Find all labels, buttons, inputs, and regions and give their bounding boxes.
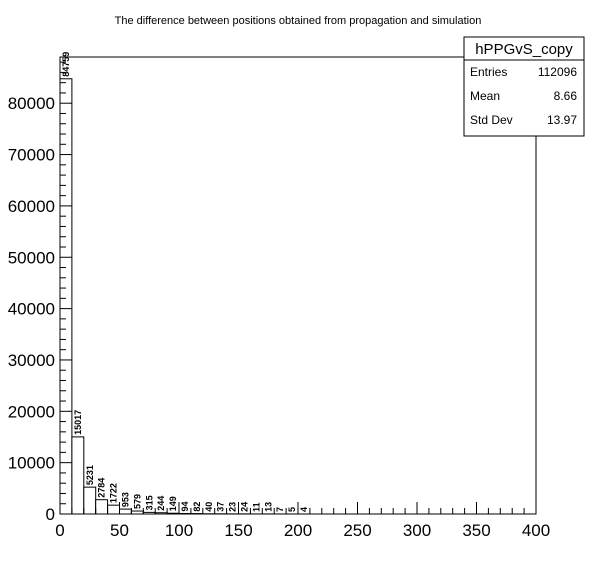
histogram-bar — [154, 512, 168, 515]
histogram-bar — [83, 486, 97, 515]
y-tick-label: 60000 — [8, 197, 55, 216]
histogram-bar — [130, 510, 144, 515]
x-tick-label: 250 — [343, 521, 371, 540]
stats-box-title: hPPGvS_copy — [475, 41, 573, 58]
x-tick-label: 50 — [110, 521, 129, 540]
x-tick-label: 300 — [403, 521, 431, 540]
bar-value-label: 82 — [192, 502, 202, 512]
bar-value-label: 23 — [228, 502, 238, 512]
histogram-bar — [107, 504, 120, 515]
stats-row-value: 112096 — [538, 65, 577, 79]
bar-value-label: 953 — [120, 492, 130, 507]
bar-value-label: 4 — [299, 507, 309, 512]
histogram-bar — [119, 508, 132, 515]
stats-box: hPPGvS_copy Entries 112096 Mean 8.66 Std Dev… — [463, 36, 585, 137]
bar-value-label: 13 — [263, 502, 273, 512]
bar-value-label: 94 — [180, 502, 190, 512]
x-tick-label: 100 — [165, 521, 193, 540]
y-tick-label: 0 — [46, 505, 55, 524]
bar-value-label: 24 — [239, 502, 249, 512]
bar-value-label: 7 — [275, 507, 285, 512]
y-tick-label: 20000 — [8, 402, 55, 421]
bar-value-label: 2784 — [97, 478, 107, 498]
y-tick-label: 70000 — [8, 146, 55, 165]
bar-value-label: 37 — [216, 502, 226, 512]
bar-value-label: 5 — [287, 507, 297, 512]
bar-value-label: 5231 — [85, 465, 95, 485]
x-tick-label: 150 — [224, 521, 252, 540]
histogram-bar — [142, 511, 156, 515]
bar-value-label: 15017 — [73, 410, 83, 435]
bar-value-label: 11 — [251, 502, 261, 512]
y-tick-label: 80000 — [8, 94, 55, 113]
stats-row-value: 13.97 — [547, 113, 577, 127]
y-tick-label: 10000 — [8, 454, 55, 473]
x-tick-label: 350 — [462, 521, 490, 540]
stats-row-value: 8.66 — [554, 89, 578, 103]
bar-value-label: 315 — [144, 495, 154, 510]
bar-value-label: 244 — [156, 496, 166, 511]
bar-value-label: 84759 — [61, 52, 71, 77]
histogram-bar — [166, 512, 180, 515]
y-tick-label: 30000 — [8, 351, 55, 370]
x-tick-label: 0 — [55, 521, 64, 540]
stats-row-label: Entries — [470, 65, 507, 79]
stats-row-label: Mean — [470, 89, 500, 103]
bar-value-label: 149 — [168, 496, 178, 511]
x-tick-label: 200 — [284, 521, 312, 540]
y-tick-label: 40000 — [8, 300, 55, 319]
stats-box-frame — [463, 36, 585, 137]
chart-title: The difference between positions obtaine… — [115, 15, 482, 27]
stats-row-label: Std Dev — [470, 113, 513, 127]
histogram-bar — [71, 436, 85, 515]
bar-value-label: 1722 — [109, 483, 119, 503]
y-tick-label: 50000 — [8, 248, 55, 267]
bar-value-label: 40 — [204, 502, 214, 512]
histogram-bar — [95, 499, 109, 515]
x-tick-label: 400 — [522, 521, 550, 540]
bar-value-label: 579 — [132, 494, 142, 509]
